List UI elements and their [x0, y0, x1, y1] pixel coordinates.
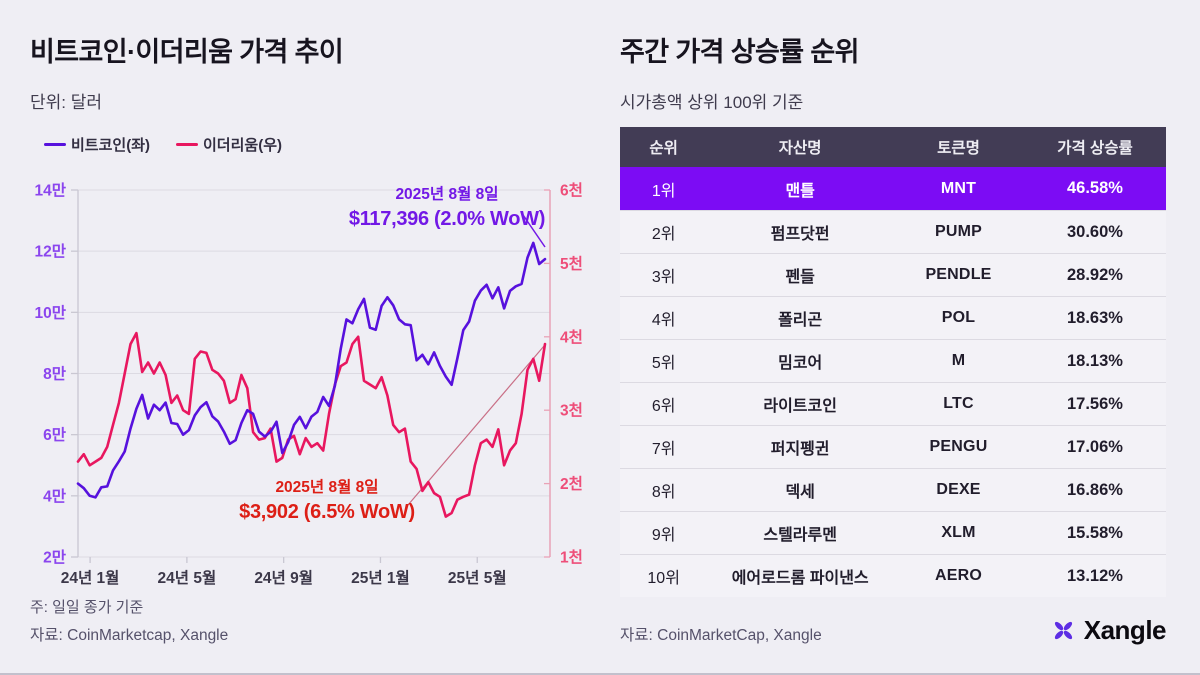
right-axis-label: 5천 [560, 255, 583, 273]
bitcoin-line-swatch [44, 142, 66, 147]
cell-rank: 3위 [651, 269, 676, 286]
cell-change: 18.63% [1067, 308, 1123, 327]
left-axis-label: 12만 [34, 243, 66, 261]
ethereum-annotation-value: $3,902 (6.5% WoW) [239, 500, 415, 523]
cell-rank: 5위 [651, 355, 676, 372]
x-axis-label: 24년 1월 [61, 568, 120, 587]
cell-change: 18.13% [1067, 351, 1123, 370]
cell-token: PENDLE [925, 266, 992, 283]
cell-rank: 1위 [651, 182, 676, 200]
cell-token: DEXE [936, 481, 981, 498]
cell-token: PENGU [929, 438, 988, 455]
header-asset-name: 자산명 [778, 140, 822, 157]
table-header-row: 순위 자산명 토큰명 가격 상승률 [620, 127, 1166, 167]
x-axis-label: 24년 9월 [254, 568, 313, 587]
cell-name: 펌프닷펀 [770, 226, 830, 243]
table-row: 10위 에어로드롬 파이낸스 AERO 13.12% [620, 554, 1166, 597]
right-axis-label: 2천 [560, 475, 583, 493]
cell-change: 46.58% [1067, 179, 1123, 197]
ranking-subtitle: 시가총액 상위 100위 기준 [620, 93, 804, 112]
cell-change: 13.12% [1067, 566, 1123, 585]
cell-change: 28.92% [1067, 265, 1123, 284]
cell-name: 라이트코인 [763, 398, 837, 415]
ethereum-annotation-date: 2025년 8월 8일 [275, 479, 379, 496]
ethereum-line-swatch [176, 142, 198, 147]
x-axis-label: 25년 5월 [448, 568, 507, 587]
cell-name: 스텔라루멘 [763, 527, 837, 544]
legend-label-bitcoin: 비트코인(좌) [71, 137, 150, 154]
header-rank: 순위 [649, 140, 678, 157]
cell-change: 17.06% [1067, 437, 1123, 456]
x-axis-label: 24년 5월 [158, 568, 217, 587]
cell-rank: 8위 [651, 484, 676, 501]
table-row: 5위 밈코어 M 18.13% [620, 339, 1166, 382]
chart-source: 자료: CoinMarketcap, Xangle [30, 627, 229, 644]
right-axis-label: 4천 [560, 328, 583, 346]
cell-token: M [951, 352, 966, 369]
bitcoin-series-line [76, 241, 547, 499]
table-row: 3위 펜들 PENDLE 28.92% [620, 253, 1166, 296]
left-axis-label: 2만 [43, 549, 67, 567]
cell-name: 밈코어 [778, 355, 823, 372]
ethereum-annotation: 2025년 8월 8일 $3,902 (6.5% WoW) [222, 478, 432, 526]
cell-rank: 4위 [651, 312, 676, 329]
cell-rank: 10위 [647, 570, 680, 587]
table-row: 4위 폴리곤 POL 18.63% [620, 296, 1166, 339]
cell-name: 맨틀 [785, 182, 815, 200]
bitcoin-annotation: 2025년 8월 8일 $117,396 (2.0% WoW) [322, 185, 572, 233]
chart-footnote: 주: 일일 종가 기준 [30, 599, 144, 616]
xangle-logo-text: Xangle [1083, 615, 1167, 645]
chart-legend: 비트코인(좌) 이더리움(우) [44, 134, 282, 155]
cell-change: 16.86% [1067, 480, 1123, 499]
ranking-table: 순위 자산명 토큰명 가격 상승률 1위 맨틀 MNT 46.58% 2위 펌프닷펀 PUM… [620, 127, 1166, 597]
table-row: 6위 라이트코인 LTC 17.56% [620, 382, 1166, 425]
cell-name: 에어로드롬 파이낸스 [731, 570, 869, 587]
table-row: 2위 펌프닷펀 PUMP 30.60% [620, 210, 1166, 253]
cell-token: POL [941, 309, 976, 326]
right-axis-label: 1천 [560, 549, 583, 567]
bitcoin-annotation-date: 2025년 8월 8일 [395, 186, 499, 203]
xangle-logo-icon [1054, 621, 1072, 640]
left-axis-label: 8만 [43, 365, 67, 383]
right-axis-label: 3천 [560, 402, 583, 420]
cell-name: 퍼지펭귄 [770, 441, 830, 458]
left-axis-label: 14만 [34, 182, 66, 200]
table-row: 8위 덱세 DEXE 16.86% [620, 468, 1166, 511]
bottom-edge-line [0, 673, 1200, 675]
cell-token: MNT [940, 179, 977, 197]
cell-name: 펜들 [785, 269, 815, 286]
cell-rank: 6위 [651, 398, 676, 415]
cell-name: 덱세 [785, 484, 815, 501]
table-row: 9위 스텔라루멘 XLM 15.58% [620, 511, 1166, 554]
legend-item-bitcoin: 비트코인(좌) [44, 134, 150, 155]
ranking-title: 주간 가격 상승률 순위 [620, 37, 859, 67]
table-source: 자료: CoinMarketCap, Xangle [620, 627, 822, 644]
cell-rank: 2위 [651, 226, 676, 243]
cell-token: AERO [934, 567, 983, 584]
xangle-brand: Xangle [1050, 615, 1167, 646]
legend-label-ethereum: 이더리움(우) [203, 137, 282, 154]
left-axis-label: 4만 [43, 487, 67, 505]
cell-rank: 9위 [651, 527, 676, 544]
table-row: 7위 퍼지펭귄 PENGU 17.06% [620, 425, 1166, 468]
legend-item-ethereum: 이더리움(우) [176, 134, 282, 155]
cell-token: PUMP [934, 223, 983, 240]
bitcoin-annotation-value: $117,396 (2.0% WoW) [348, 207, 546, 230]
cell-change: 30.60% [1067, 222, 1123, 241]
cell-change: 15.58% [1067, 523, 1123, 542]
left-axis-label: 10만 [34, 304, 66, 322]
header-token-name: 토큰명 [937, 140, 980, 157]
x-axis-label: 25년 1월 [351, 568, 410, 587]
header-price-change: 가격 상승률 [1057, 140, 1133, 157]
cell-token: XLM [941, 524, 976, 541]
cell-name: 폴리곤 [778, 312, 823, 329]
cell-rank: 7위 [651, 441, 676, 458]
left-axis-label: 6만 [43, 426, 67, 444]
cell-token: LTC [943, 395, 974, 412]
cell-change: 17.56% [1067, 394, 1123, 413]
left-chart-title: 비트코인·이더리움 가격 추이 [30, 37, 344, 67]
table-row: 1위 맨틀 MNT 46.58% [620, 167, 1166, 210]
left-chart-unit: 단위: 달러 [30, 93, 103, 112]
